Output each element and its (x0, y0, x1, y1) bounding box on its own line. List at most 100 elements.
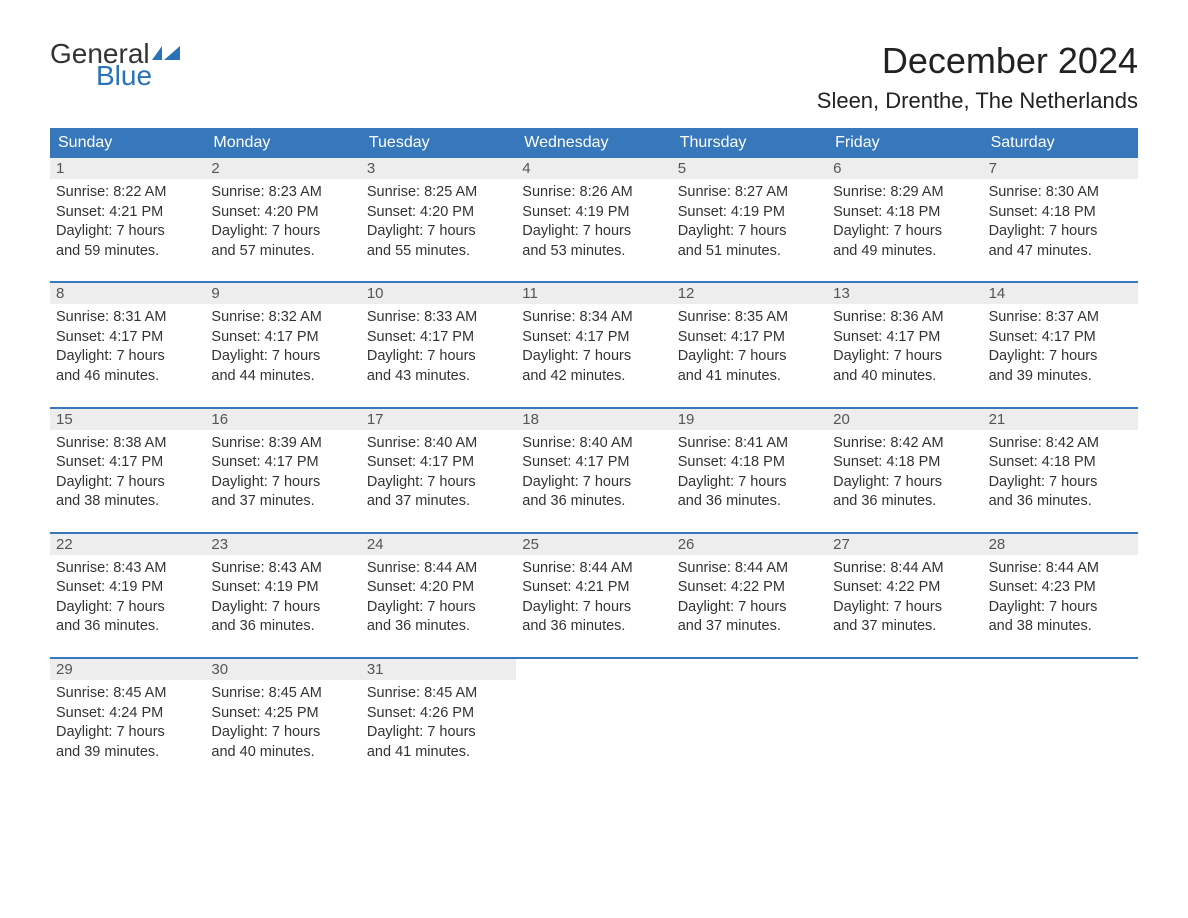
day-cell: 1Sunrise: 8:22 AMSunset: 4:21 PMDaylight… (50, 158, 205, 267)
sunset-text: Sunset: 4:20 PM (211, 203, 354, 223)
sunset-text: Sunset: 4:18 PM (989, 453, 1132, 473)
week-row: 29Sunrise: 8:45 AMSunset: 4:24 PMDayligh… (50, 657, 1138, 768)
day-number: 8 (50, 283, 205, 304)
daylight-line1: Daylight: 7 hours (367, 347, 510, 367)
sunset-text: Sunset: 4:20 PM (367, 203, 510, 223)
daylight-line2: and 37 minutes. (833, 617, 976, 637)
sunset-text: Sunset: 4:26 PM (367, 704, 510, 724)
sunrise-text: Sunrise: 8:26 AM (522, 183, 665, 203)
day-body: Sunrise: 8:31 AMSunset: 4:17 PMDaylight:… (50, 304, 205, 392)
day-cell (827, 659, 982, 768)
day-cell: 31Sunrise: 8:45 AMSunset: 4:26 PMDayligh… (361, 659, 516, 768)
day-cell: 30Sunrise: 8:45 AMSunset: 4:25 PMDayligh… (205, 659, 360, 768)
weekday-header-cell: Saturday (983, 128, 1138, 158)
header: General Blue December 2024 Sleen, Drenth… (50, 40, 1138, 114)
sunrise-text: Sunrise: 8:29 AM (833, 183, 976, 203)
day-body: Sunrise: 8:44 AMSunset: 4:22 PMDaylight:… (672, 555, 827, 643)
sunrise-text: Sunrise: 8:45 AM (211, 684, 354, 704)
week-row: 1Sunrise: 8:22 AMSunset: 4:21 PMDaylight… (50, 158, 1138, 267)
day-cell: 4Sunrise: 8:26 AMSunset: 4:19 PMDaylight… (516, 158, 671, 267)
day-body: Sunrise: 8:45 AMSunset: 4:25 PMDaylight:… (205, 680, 360, 768)
daylight-line2: and 47 minutes. (989, 242, 1132, 262)
day-body: Sunrise: 8:29 AMSunset: 4:18 PMDaylight:… (827, 179, 982, 267)
sunset-text: Sunset: 4:24 PM (56, 704, 199, 724)
location-label: Sleen, Drenthe, The Netherlands (817, 88, 1138, 114)
day-number: 23 (205, 534, 360, 555)
daylight-line1: Daylight: 7 hours (989, 347, 1132, 367)
sunset-text: Sunset: 4:19 PM (522, 203, 665, 223)
daylight-line2: and 43 minutes. (367, 367, 510, 387)
day-body: Sunrise: 8:39 AMSunset: 4:17 PMDaylight:… (205, 430, 360, 518)
daylight-line2: and 51 minutes. (678, 242, 821, 262)
day-number: 26 (672, 534, 827, 555)
week-row: 22Sunrise: 8:43 AMSunset: 4:19 PMDayligh… (50, 532, 1138, 643)
sunset-text: Sunset: 4:21 PM (522, 578, 665, 598)
daylight-line1: Daylight: 7 hours (367, 723, 510, 743)
day-body: Sunrise: 8:42 AMSunset: 4:18 PMDaylight:… (827, 430, 982, 518)
daylight-line1: Daylight: 7 hours (211, 473, 354, 493)
day-body: Sunrise: 8:30 AMSunset: 4:18 PMDaylight:… (983, 179, 1138, 267)
daylight-line1: Daylight: 7 hours (56, 723, 199, 743)
sunset-text: Sunset: 4:23 PM (989, 578, 1132, 598)
day-body: Sunrise: 8:34 AMSunset: 4:17 PMDaylight:… (516, 304, 671, 392)
day-cell: 27Sunrise: 8:44 AMSunset: 4:22 PMDayligh… (827, 534, 982, 643)
day-body: Sunrise: 8:44 AMSunset: 4:23 PMDaylight:… (983, 555, 1138, 643)
day-body: Sunrise: 8:43 AMSunset: 4:19 PMDaylight:… (50, 555, 205, 643)
daylight-line1: Daylight: 7 hours (678, 598, 821, 618)
daylight-line2: and 37 minutes. (211, 492, 354, 512)
day-number: 14 (983, 283, 1138, 304)
day-body: Sunrise: 8:23 AMSunset: 4:20 PMDaylight:… (205, 179, 360, 267)
weekday-header-cell: Thursday (672, 128, 827, 158)
sunset-text: Sunset: 4:22 PM (678, 578, 821, 598)
weeks-container: 1Sunrise: 8:22 AMSunset: 4:21 PMDaylight… (50, 158, 1138, 768)
day-cell (983, 659, 1138, 768)
day-body: Sunrise: 8:43 AMSunset: 4:19 PMDaylight:… (205, 555, 360, 643)
sunset-text: Sunset: 4:17 PM (211, 328, 354, 348)
day-body: Sunrise: 8:44 AMSunset: 4:20 PMDaylight:… (361, 555, 516, 643)
daylight-line2: and 36 minutes. (367, 617, 510, 637)
day-cell: 22Sunrise: 8:43 AMSunset: 4:19 PMDayligh… (50, 534, 205, 643)
sunrise-text: Sunrise: 8:44 AM (678, 559, 821, 579)
day-cell: 28Sunrise: 8:44 AMSunset: 4:23 PMDayligh… (983, 534, 1138, 643)
daylight-line1: Daylight: 7 hours (833, 473, 976, 493)
week-row: 8Sunrise: 8:31 AMSunset: 4:17 PMDaylight… (50, 281, 1138, 392)
month-title: December 2024 (817, 40, 1138, 82)
day-cell: 10Sunrise: 8:33 AMSunset: 4:17 PMDayligh… (361, 283, 516, 392)
sunrise-text: Sunrise: 8:39 AM (211, 434, 354, 454)
daylight-line2: and 57 minutes. (211, 242, 354, 262)
daylight-line1: Daylight: 7 hours (367, 598, 510, 618)
sunset-text: Sunset: 4:17 PM (989, 328, 1132, 348)
daylight-line1: Daylight: 7 hours (678, 222, 821, 242)
sunrise-text: Sunrise: 8:36 AM (833, 308, 976, 328)
daylight-line2: and 44 minutes. (211, 367, 354, 387)
sunrise-text: Sunrise: 8:22 AM (56, 183, 199, 203)
day-body: Sunrise: 8:44 AMSunset: 4:21 PMDaylight:… (516, 555, 671, 643)
day-number: 29 (50, 659, 205, 680)
daylight-line2: and 39 minutes. (56, 743, 199, 763)
sunset-text: Sunset: 4:17 PM (56, 453, 199, 473)
day-number: 20 (827, 409, 982, 430)
day-cell: 2Sunrise: 8:23 AMSunset: 4:20 PMDaylight… (205, 158, 360, 267)
day-cell (516, 659, 671, 768)
day-cell: 7Sunrise: 8:30 AMSunset: 4:18 PMDaylight… (983, 158, 1138, 267)
sunrise-text: Sunrise: 8:30 AM (989, 183, 1132, 203)
sunrise-text: Sunrise: 8:27 AM (678, 183, 821, 203)
day-body: Sunrise: 8:42 AMSunset: 4:18 PMDaylight:… (983, 430, 1138, 518)
daylight-line2: and 36 minutes. (678, 492, 821, 512)
sunset-text: Sunset: 4:19 PM (56, 578, 199, 598)
daylight-line1: Daylight: 7 hours (522, 473, 665, 493)
daylight-line1: Daylight: 7 hours (833, 598, 976, 618)
day-number: 2 (205, 158, 360, 179)
day-number: 3 (361, 158, 516, 179)
day-body: Sunrise: 8:25 AMSunset: 4:20 PMDaylight:… (361, 179, 516, 267)
daylight-line2: and 42 minutes. (522, 367, 665, 387)
sunset-text: Sunset: 4:17 PM (211, 453, 354, 473)
sunrise-text: Sunrise: 8:32 AM (211, 308, 354, 328)
daylight-line2: and 40 minutes. (211, 743, 354, 763)
day-number: 7 (983, 158, 1138, 179)
sunrise-text: Sunrise: 8:38 AM (56, 434, 199, 454)
sunset-text: Sunset: 4:17 PM (56, 328, 199, 348)
day-number: 30 (205, 659, 360, 680)
sunset-text: Sunset: 4:17 PM (367, 453, 510, 473)
day-number: 24 (361, 534, 516, 555)
